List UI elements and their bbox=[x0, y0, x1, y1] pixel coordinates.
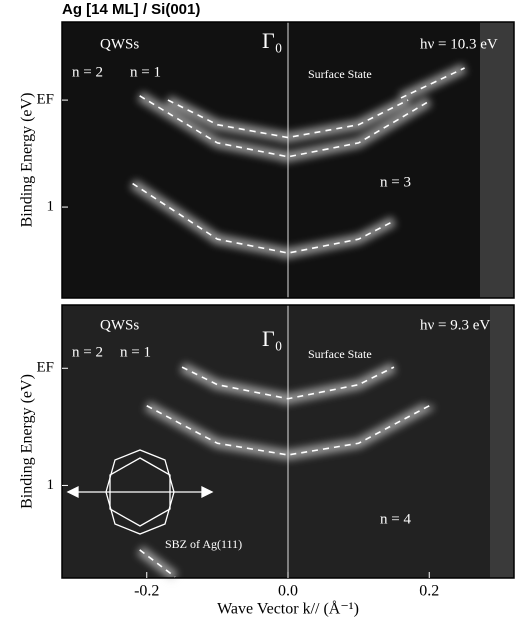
annotation: n = 4 bbox=[380, 511, 411, 527]
y-tick-label: 1 bbox=[47, 477, 55, 493]
annotation: Γ₀ bbox=[262, 326, 282, 351]
y-axis-label: Binding Energy (eV) bbox=[19, 93, 36, 228]
dispersion-curve bbox=[139, 549, 176, 578]
annotation: n = 3 bbox=[380, 174, 411, 190]
panel-frame bbox=[61, 21, 515, 299]
annotation: SBZ of Ag(111) bbox=[165, 537, 242, 551]
annotation: n = 1 bbox=[130, 64, 161, 80]
x-axis-label: Wave Vector k// (Å⁻¹) bbox=[217, 600, 359, 618]
dispersion-curve bbox=[167, 99, 409, 139]
annotation: n = 1 bbox=[120, 344, 151, 360]
x-tick-label: -0.2 bbox=[134, 583, 159, 600]
annotation: QWSs bbox=[100, 36, 139, 52]
y-axis-label: Binding Energy (eV) bbox=[19, 374, 36, 509]
annotation: Γ₀ bbox=[262, 28, 282, 53]
y-tick-label: EF bbox=[36, 92, 54, 108]
annotation: n = 2 bbox=[72, 344, 103, 360]
sbz-diagram bbox=[66, 449, 214, 535]
annotation: QWSs bbox=[100, 317, 139, 333]
dispersion-curve bbox=[139, 95, 430, 158]
panel-edge bbox=[490, 305, 514, 578]
figure-title: Ag [14 ML] / Si(001) bbox=[62, 1, 200, 18]
annotation: hν = 9.3 eV bbox=[420, 317, 490, 333]
dispersion-curve bbox=[132, 182, 395, 254]
annotation: n = 2 bbox=[72, 64, 103, 80]
dispersion-curve bbox=[181, 366, 395, 400]
panel-edge bbox=[480, 22, 514, 298]
annotation: hν = 10.3 eV bbox=[420, 36, 498, 52]
annotation: Surface State bbox=[308, 347, 372, 361]
annotation: Surface State bbox=[308, 67, 372, 81]
dispersion-curve bbox=[400, 67, 465, 99]
y-tick-label: EF bbox=[36, 360, 54, 376]
x-tick-label: 0.0 bbox=[278, 583, 298, 600]
dispersion-curve bbox=[146, 405, 430, 456]
x-tick-label: 0.2 bbox=[419, 583, 439, 600]
y-tick-label: 1 bbox=[47, 199, 55, 215]
